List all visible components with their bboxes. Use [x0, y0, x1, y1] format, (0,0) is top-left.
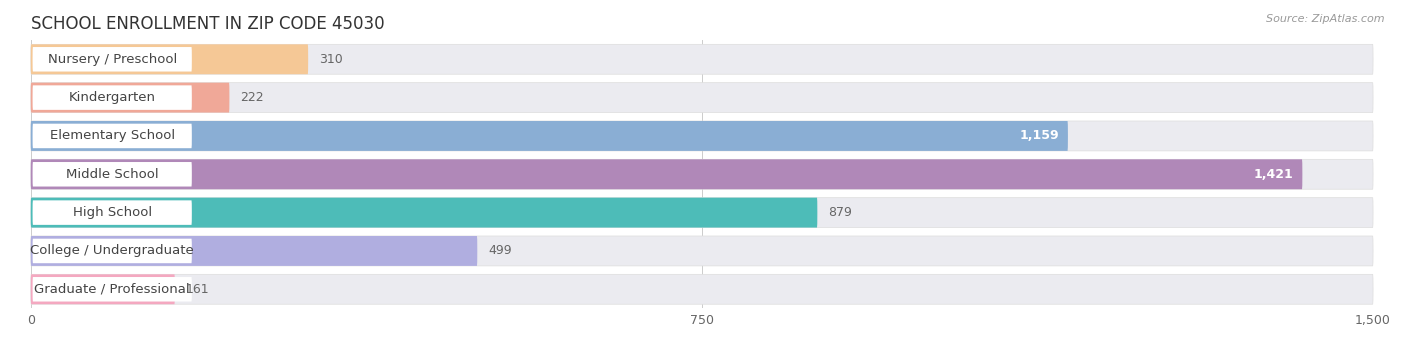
Text: High School: High School	[73, 206, 152, 219]
FancyBboxPatch shape	[32, 200, 191, 225]
FancyBboxPatch shape	[32, 277, 191, 302]
Text: 161: 161	[186, 283, 209, 296]
FancyBboxPatch shape	[32, 124, 191, 148]
FancyBboxPatch shape	[31, 159, 1302, 189]
FancyBboxPatch shape	[31, 274, 1374, 304]
Text: 310: 310	[319, 53, 343, 66]
FancyBboxPatch shape	[32, 86, 191, 110]
FancyBboxPatch shape	[32, 239, 191, 263]
Text: 1,159: 1,159	[1019, 129, 1059, 143]
FancyBboxPatch shape	[32, 162, 191, 186]
FancyBboxPatch shape	[31, 121, 1069, 151]
FancyBboxPatch shape	[31, 83, 1374, 113]
Text: 879: 879	[828, 206, 852, 219]
Text: Nursery / Preschool: Nursery / Preschool	[48, 53, 177, 66]
FancyBboxPatch shape	[31, 159, 1374, 189]
Text: Kindergarten: Kindergarten	[69, 91, 156, 104]
Text: SCHOOL ENROLLMENT IN ZIP CODE 45030: SCHOOL ENROLLMENT IN ZIP CODE 45030	[31, 15, 384, 33]
FancyBboxPatch shape	[31, 236, 1374, 266]
Text: College / Undergraduate: College / Undergraduate	[31, 245, 194, 258]
FancyBboxPatch shape	[31, 236, 477, 266]
FancyBboxPatch shape	[31, 44, 308, 74]
Text: Elementary School: Elementary School	[49, 129, 174, 143]
FancyBboxPatch shape	[31, 121, 1374, 151]
Text: 222: 222	[240, 91, 264, 104]
FancyBboxPatch shape	[32, 47, 191, 71]
Text: 1,421: 1,421	[1254, 168, 1294, 181]
Text: Source: ZipAtlas.com: Source: ZipAtlas.com	[1267, 14, 1385, 24]
Text: Graduate / Professional: Graduate / Professional	[34, 283, 190, 296]
FancyBboxPatch shape	[31, 83, 229, 113]
Text: 499: 499	[488, 245, 512, 258]
FancyBboxPatch shape	[31, 274, 174, 304]
FancyBboxPatch shape	[31, 198, 1374, 227]
FancyBboxPatch shape	[31, 44, 1374, 74]
FancyBboxPatch shape	[31, 198, 817, 227]
Text: Middle School: Middle School	[66, 168, 159, 181]
